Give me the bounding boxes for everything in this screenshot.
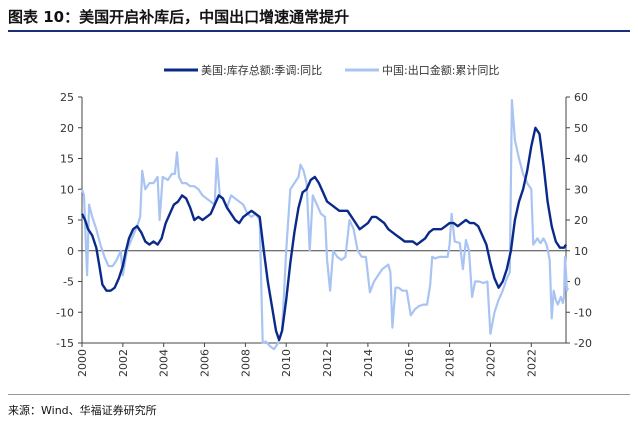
footer-divider (8, 394, 630, 395)
series-layer (80, 99, 570, 351)
y-left-tick-label: 20 (60, 122, 74, 135)
y-left-tick-label: 10 (60, 183, 74, 196)
x-tick-label: 2012 (321, 349, 334, 377)
series-line-china-exports (80, 99, 570, 351)
y-left-tick-label: -15 (56, 337, 74, 350)
y-right-tick-label: -10 (574, 306, 592, 319)
y-left-tick-label: 0 (67, 245, 74, 258)
y-left-tick-label: 5 (67, 214, 74, 227)
legend-label-cn: 中国:出口金额:累计同比 (382, 63, 499, 77)
y-right-tick-label: 50 (574, 122, 588, 135)
legend-label-us: 美国:库存总额:季调:同比 (201, 63, 322, 77)
x-tick-label: 2000 (76, 349, 89, 377)
y-right-tick-label: 30 (574, 183, 588, 196)
y-right-tick-label: 0 (574, 276, 581, 289)
x-tick-label: 2008 (239, 349, 252, 377)
y-right-tick-label: 60 (574, 91, 588, 104)
y-left-tick-label: 25 (60, 91, 74, 104)
x-tick-label: 2004 (158, 349, 171, 377)
x-tick-label: 2006 (199, 349, 212, 377)
source-note: 来源：Wind、华福证券研究所 (8, 404, 157, 417)
x-tick-label: 2018 (444, 349, 457, 377)
y-left-tick-label: 15 (60, 153, 74, 166)
x-tick-label: 2002 (117, 349, 130, 377)
dual-axis-line-chart: 美国:库存总额:季调:同比 中国:出口金额:累计同比 2520151050-5-… (56, 63, 592, 377)
x-tick-label: 2022 (525, 349, 538, 377)
y-right-tick-label: 20 (574, 214, 588, 227)
y-right-tick-label: 40 (574, 153, 588, 166)
y-left-tick-label: -5 (63, 276, 74, 289)
y-right-tick-label: 10 (574, 245, 588, 258)
x-tick-label: 2020 (484, 349, 497, 377)
x-tick-label: 2014 (362, 349, 375, 377)
y-left-tick-label: -10 (56, 306, 74, 319)
figure-title: 图表 10：美国开启补库后，中国出口增速通常提升 (8, 2, 630, 32)
series-line-us-inventory (80, 126, 568, 342)
x-tick-label: 2010 (280, 349, 293, 377)
legend: 美国:库存总额:季调:同比 中国:出口金额:累计同比 (164, 63, 499, 77)
x-tick-label: 2016 (403, 349, 416, 377)
y-right-tick-label: -20 (574, 337, 592, 350)
axes: 2520151050-5-10-156050403020100-10-20200… (56, 91, 592, 377)
